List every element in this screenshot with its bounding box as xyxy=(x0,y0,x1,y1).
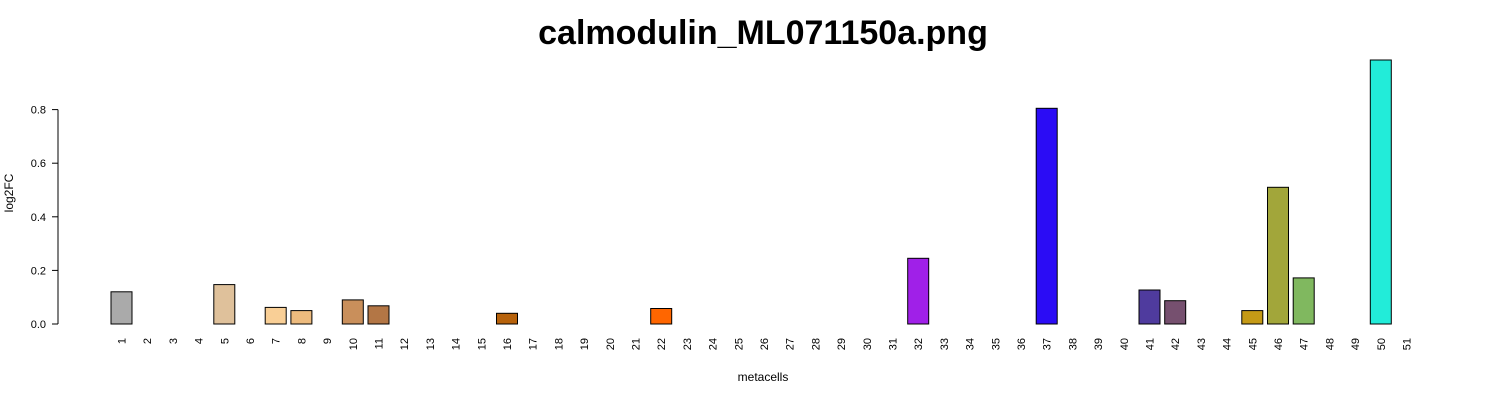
x-tick-label: 12 xyxy=(399,338,411,350)
x-tick-label: 25 xyxy=(733,338,745,350)
x-tick-label: 48 xyxy=(1324,338,1336,350)
x-tick-label: 3 xyxy=(168,338,180,344)
x-tick-label: 50 xyxy=(1376,338,1388,350)
bar-50 xyxy=(1369,59,1392,325)
x-tick-label: 1 xyxy=(117,338,129,344)
x-axis-title: metacells xyxy=(738,370,789,384)
x-tick-label: 7 xyxy=(271,338,283,344)
x-tick-label: 22 xyxy=(656,338,668,350)
y-tick-label: 0.8 xyxy=(31,105,46,117)
bar-37 xyxy=(1035,107,1058,325)
bar-41 xyxy=(1138,289,1161,325)
x-tick-label: 6 xyxy=(245,338,257,344)
x-tick-label: 34 xyxy=(965,338,977,350)
y-axis-title: log2FC xyxy=(2,173,16,212)
bar-47 xyxy=(1292,277,1315,325)
bar-10 xyxy=(341,299,364,325)
x-tick-label: 45 xyxy=(1247,338,1259,350)
x-tick-label: 40 xyxy=(1119,338,1131,350)
bar-1 xyxy=(110,291,133,325)
x-tick-label: 51 xyxy=(1402,338,1414,350)
x-tick-label: 21 xyxy=(631,338,643,350)
bar-46 xyxy=(1267,186,1289,325)
x-tick-label: 16 xyxy=(502,338,514,350)
bar-5 xyxy=(213,284,236,325)
bar-8 xyxy=(290,310,313,325)
x-tick-labels: 1 2 3 4 5 6 7 8 9 10 11 12 13 14 15 16 17 18 19 20 21 22 23 24 2… xyxy=(117,338,1414,350)
y-tick-label: 0.6 xyxy=(31,158,46,170)
x-tick-label: 37 xyxy=(1042,338,1054,350)
x-tick-label: 10 xyxy=(348,338,360,350)
bar-16 xyxy=(496,312,518,325)
x-tick-label: 33 xyxy=(939,338,951,350)
bar-32 xyxy=(907,257,930,325)
x-tick-label: 2 xyxy=(142,338,154,344)
bar-7 xyxy=(264,306,287,325)
x-tick-label: 46 xyxy=(1273,338,1285,350)
x-tick-label: 36 xyxy=(1016,338,1028,350)
x-tick-label: 19 xyxy=(579,338,591,350)
x-tick-label: 32 xyxy=(913,338,925,350)
x-tick-label: 28 xyxy=(810,338,822,350)
bar-22 xyxy=(650,308,673,325)
x-tick-label: 49 xyxy=(1350,338,1362,350)
x-tick-label: 43 xyxy=(1196,338,1208,350)
x-tick-label: 27 xyxy=(785,338,797,350)
x-tick-label: 26 xyxy=(759,338,771,350)
x-tick-label: 42 xyxy=(1170,338,1182,350)
x-tick-label: 4 xyxy=(194,338,206,344)
x-tick-label: 30 xyxy=(862,338,874,350)
x-tick-label: 20 xyxy=(605,338,617,350)
x-tick-label: 9 xyxy=(322,338,334,344)
x-tick-label: 39 xyxy=(1093,338,1105,350)
chart-title: calmodulin_ML071150a.png xyxy=(538,14,988,52)
x-tick-label: 41 xyxy=(1145,338,1157,350)
x-tick-label: 47 xyxy=(1299,338,1311,350)
bars-group xyxy=(110,59,1392,325)
x-tick-label: 23 xyxy=(682,338,694,350)
bar-11 xyxy=(367,305,390,325)
x-tick-label: 38 xyxy=(1067,338,1079,350)
x-tick-label: 44 xyxy=(1222,338,1234,350)
x-tick-label: 11 xyxy=(374,338,386,349)
x-tick-label: 18 xyxy=(553,338,565,350)
x-tick-label: 5 xyxy=(219,338,231,344)
y-tick-label: 0.2 xyxy=(31,265,46,277)
y-tick-label: 0.4 xyxy=(31,212,46,224)
x-tick-label: 14 xyxy=(451,338,463,350)
x-tick-label: 31 xyxy=(888,338,900,350)
x-tick-label: 15 xyxy=(476,338,488,350)
x-tick-label: 17 xyxy=(528,338,540,350)
x-tick-label: 35 xyxy=(990,338,1002,350)
x-tick-label: 13 xyxy=(425,338,437,350)
bar-45 xyxy=(1241,310,1264,325)
y-tick-label: 0.0 xyxy=(31,319,46,331)
x-tick-label: 8 xyxy=(296,338,308,344)
bar-42 xyxy=(1164,300,1187,325)
x-tick-label: 24 xyxy=(708,338,720,350)
x-tick-label: 29 xyxy=(836,338,848,350)
y-axis: 0.0 0.2 0.4 0.6 0.8 xyxy=(31,105,59,331)
